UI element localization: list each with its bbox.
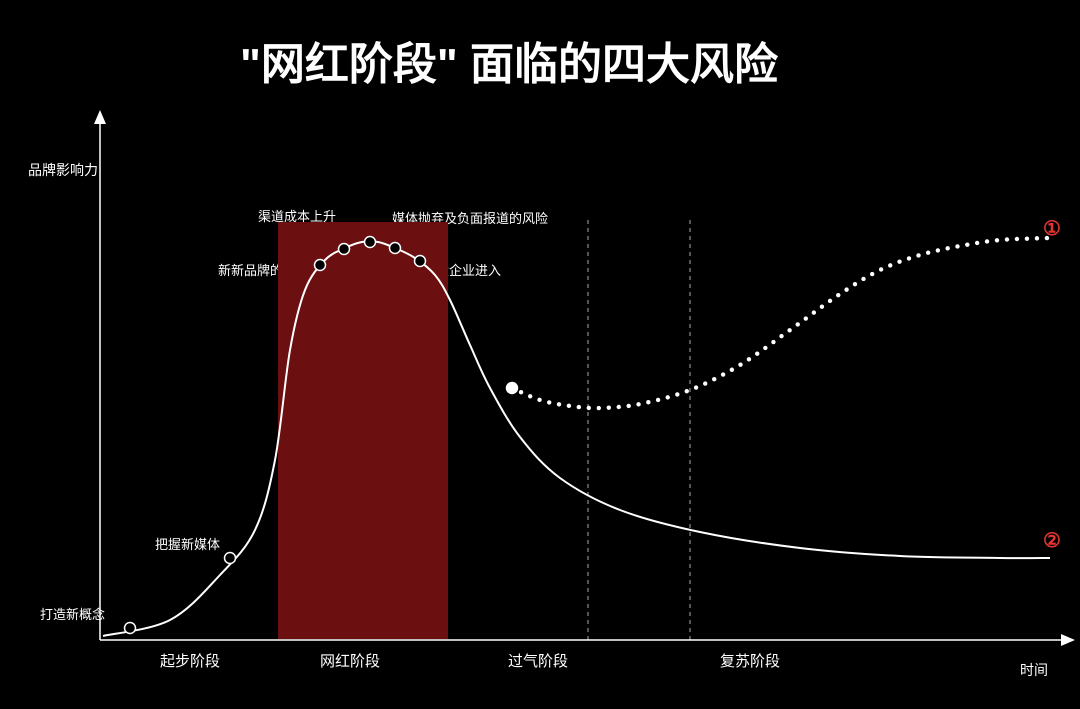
vlines: [588, 220, 690, 640]
chart-svg: [0, 0, 1080, 709]
main-curve: [103, 241, 1050, 636]
dashed-curve: [510, 236, 1049, 410]
axes: [94, 110, 1075, 646]
highlight-band: [278, 222, 448, 639]
